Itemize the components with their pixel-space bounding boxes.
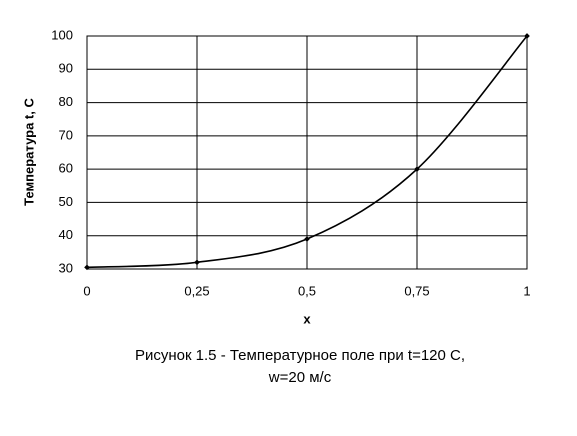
y-axis-label: Температура t, C <box>21 98 36 206</box>
x-tick-label: 0,75 <box>404 283 429 298</box>
caption-line: w=20 м/с <box>268 369 332 386</box>
y-tick-label: 70 <box>59 127 73 142</box>
x-tick-label: 1 <box>523 283 530 298</box>
x-tick-label: 0,5 <box>298 283 316 298</box>
y-tick-label: 80 <box>59 94 73 109</box>
marker <box>524 33 530 39</box>
plot-border <box>86 35 528 270</box>
y-tick-label: 60 <box>59 161 73 176</box>
y-tick-label: 40 <box>59 227 73 242</box>
caption-line: Рисунок 1.5 - Температурное поле при t=1… <box>135 347 465 364</box>
x-tick-label: 0 <box>83 283 90 298</box>
x-tick-label: 0,25 <box>184 283 209 298</box>
y-tick-label: 30 <box>59 260 73 275</box>
y-tick-label: 50 <box>59 194 73 209</box>
y-tick-label: 100 <box>51 27 73 42</box>
y-tick-label: 90 <box>59 61 73 76</box>
marker <box>304 236 310 242</box>
x-axis-label: x <box>303 311 311 326</box>
marker <box>414 166 420 172</box>
marker <box>84 264 90 271</box>
marker <box>194 259 200 266</box>
line <box>86 35 528 269</box>
